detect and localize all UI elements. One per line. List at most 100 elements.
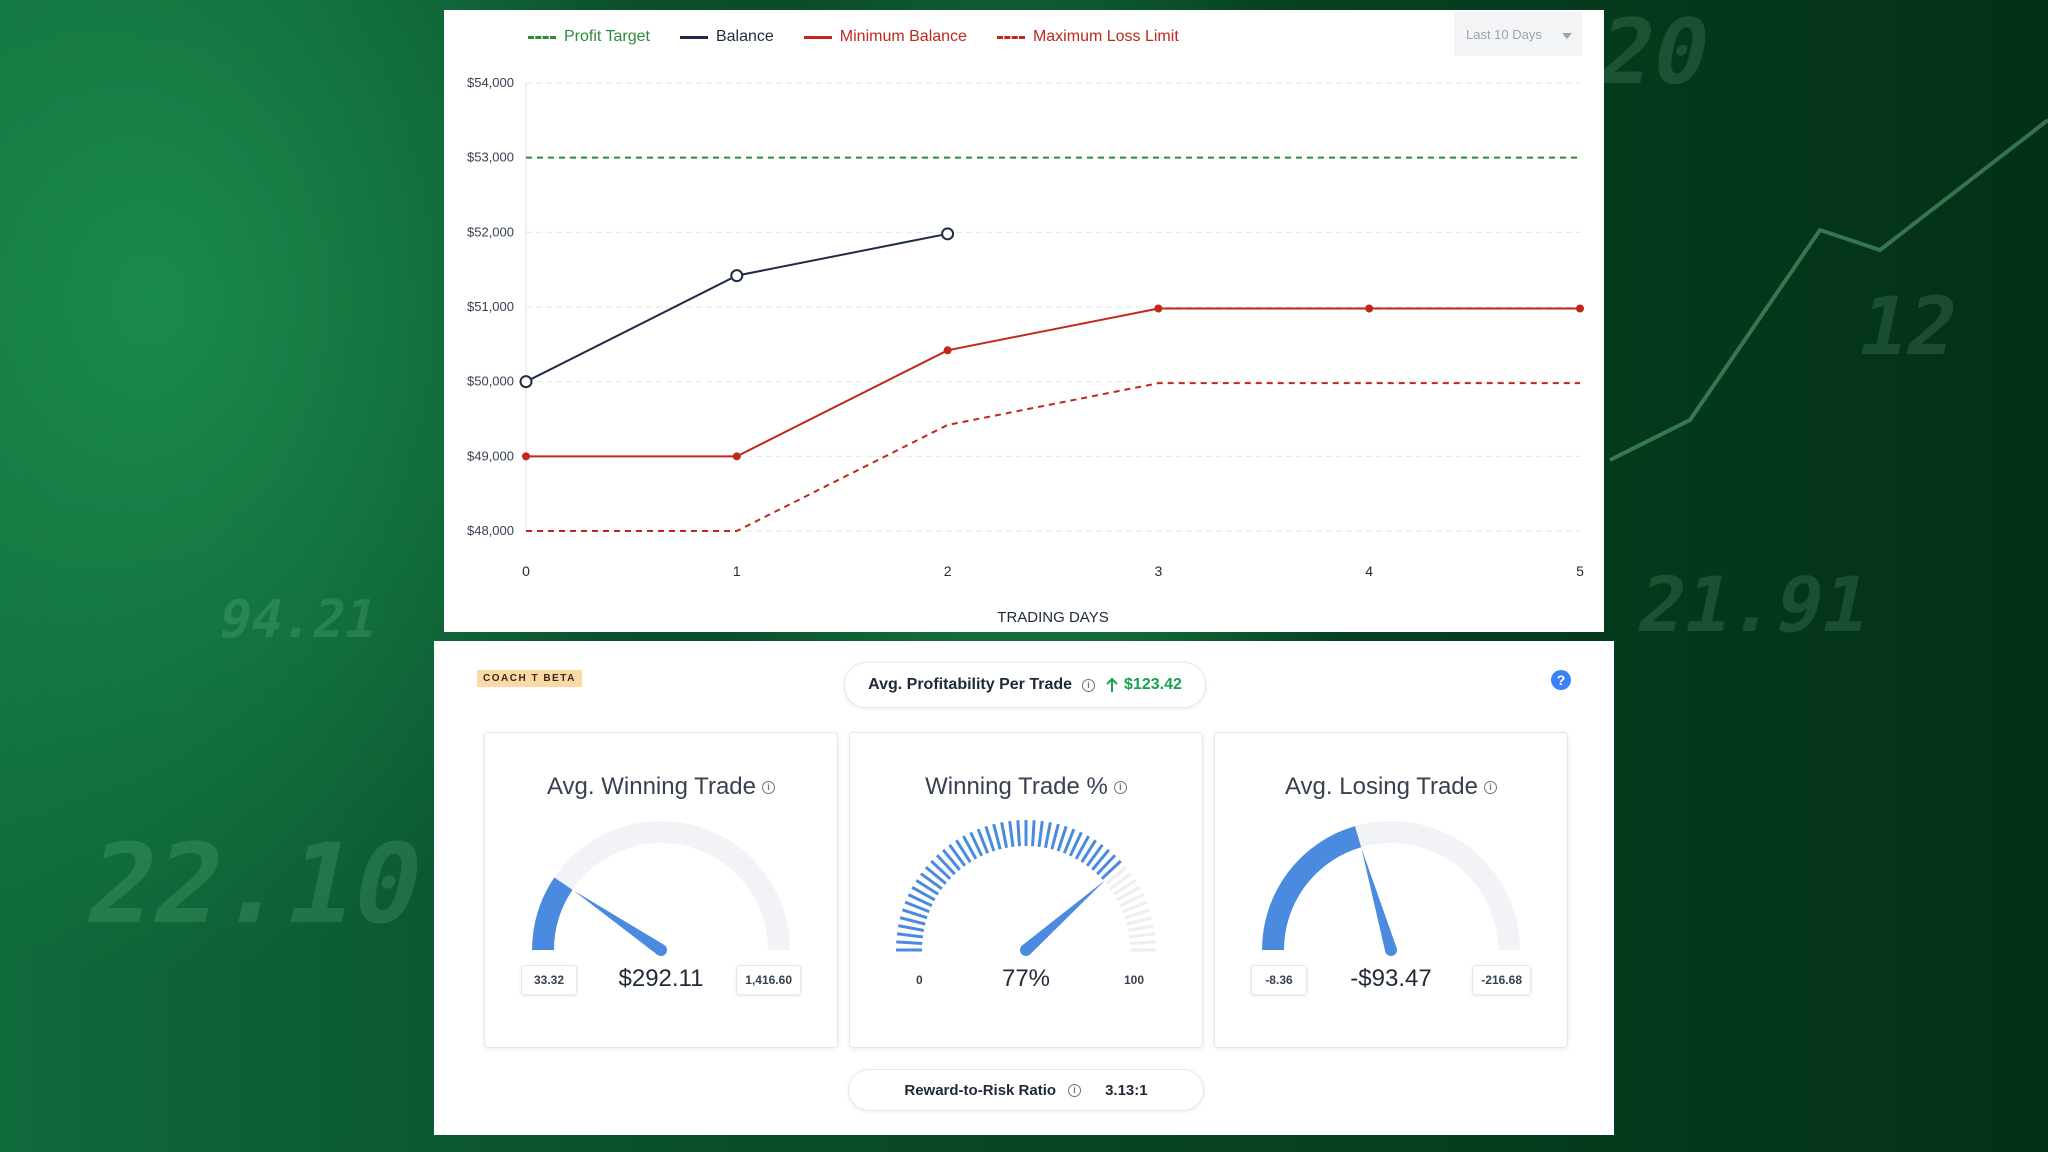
gauge-title: Avg. Losing Trade i — [1215, 773, 1567, 801]
series-line — [526, 382, 1580, 532]
gauge-tick — [899, 916, 926, 926]
gauge-tick — [1126, 916, 1153, 926]
gauge-tick — [1096, 854, 1117, 876]
gauge-tick — [1105, 865, 1128, 885]
info-icon[interactable]: i — [1113, 780, 1127, 794]
gauge-fill — [532, 877, 573, 951]
avg-profitability-pill: Avg. Profitability Per Trade i $123.42 — [844, 662, 1206, 708]
x-tick-label: 1 — [733, 563, 741, 579]
gauge-dial — [1262, 821, 1520, 956]
gauge-tick — [969, 831, 984, 857]
gauge-tick — [1074, 835, 1090, 860]
gauge-value: $292.11 — [618, 965, 704, 992]
gauge-tick — [1119, 893, 1145, 908]
gauge-tick — [896, 940, 923, 945]
bg-number: 22.10 — [76, 820, 435, 948]
date-range-value: Last 10 Days — [1466, 26, 1542, 42]
y-tick-label: $54,000 — [467, 75, 514, 90]
gauge-tick — [935, 854, 956, 876]
info-icon[interactable]: i — [1068, 1083, 1082, 1097]
legend-swatch — [528, 35, 556, 39]
y-tick-label: $50,000 — [467, 374, 514, 389]
legend-label: Profit Target — [564, 28, 650, 45]
bg-number: 94.21 — [213, 590, 383, 650]
gauge-value: 77% — [1001, 965, 1051, 992]
gauge-tick — [1044, 822, 1052, 849]
gauge-tick — [976, 828, 990, 854]
legend-item-minimum-balance[interactable]: Minimum Balance — [803, 28, 967, 46]
gauge-tick — [901, 908, 928, 920]
x-tick-label: 3 — [1155, 563, 1163, 579]
gauge-tick — [1085, 843, 1104, 867]
data-point — [1576, 304, 1584, 313]
legend-item-balance[interactable]: Balance — [679, 28, 774, 46]
gauge-tick — [1000, 822, 1008, 849]
gauge-tick — [941, 848, 961, 871]
series-line — [525, 232, 948, 383]
gauge-tick — [1113, 879, 1137, 896]
gauge-fill — [1262, 826, 1362, 951]
gauge-card-avg-losing-trade: Avg. Losing Trade i -8.36 -$93.47 -216.6… — [1214, 732, 1568, 1048]
data-point — [943, 346, 952, 355]
data-point — [1154, 304, 1163, 313]
gauge-max-label: 100 — [1123, 973, 1144, 987]
gauge-title-text: Avg. Winning Trade — [546, 773, 756, 800]
legend-label: Maximum Loss Limit — [1032, 28, 1179, 45]
gauge-tick — [907, 893, 933, 908]
date-range-select[interactable]: Last 10 Days — [1454, 12, 1582, 56]
gauge-dial — [532, 821, 790, 956]
info-icon[interactable]: i — [1082, 678, 1096, 692]
gauge-needle — [573, 890, 665, 955]
gauge-needle — [1361, 848, 1397, 952]
gauge-max-chip: -216.68 — [1472, 965, 1531, 995]
gauge-tick — [904, 900, 930, 914]
gauge-tick — [898, 924, 925, 932]
gauge-tick — [1127, 924, 1154, 932]
gauge-tick — [1056, 825, 1068, 852]
info-icon[interactable]: i — [1484, 780, 1498, 794]
gauge-tick — [948, 843, 967, 867]
x-axis-title: TRADING DAYS — [997, 609, 1108, 626]
gauge-min-chip: -8.36 — [1251, 965, 1307, 995]
reward-risk-pill: Reward-to-Risk Ratio i 3.13:1 — [848, 1069, 1204, 1111]
reward-risk-value: 3.13:1 — [1105, 1081, 1148, 1099]
legend-swatch — [803, 35, 832, 39]
reward-risk-label: Reward-to-Risk Ratio — [904, 1081, 1057, 1099]
legend-item-profit-target[interactable]: Profit Target — [528, 28, 650, 46]
legend-swatch — [996, 35, 1025, 39]
gauge-tick — [911, 886, 936, 902]
data-point — [519, 375, 533, 389]
gauge-needle-hub — [1020, 944, 1032, 956]
gauge-min-label: 0 — [916, 973, 923, 987]
legend-swatch — [679, 35, 708, 39]
gauge-tick — [1091, 848, 1111, 871]
gauge-title: Winning Trade % i — [850, 773, 1202, 801]
gauge-title: Avg. Winning Trade i — [485, 773, 837, 801]
data-point — [1365, 304, 1374, 313]
legend-item-maximum-loss-limit[interactable]: Maximum Loss Limit — [996, 28, 1179, 46]
help-icon[interactable]: ? — [1551, 670, 1571, 690]
gauge-min-chip: 33.32 — [521, 965, 577, 995]
gauge-tick — [1122, 900, 1148, 914]
data-point — [732, 452, 741, 461]
x-tick-label: 0 — [522, 563, 530, 579]
gauge-track — [532, 821, 790, 951]
gauge-tick — [962, 835, 978, 860]
coach-beta-badge: COACH T BETA — [477, 670, 582, 687]
gauge-tick — [919, 872, 943, 891]
y-tick-label: $53,000 — [467, 150, 514, 165]
gauge-tick — [1062, 828, 1076, 854]
gauge-tick — [992, 823, 1002, 850]
x-tick-label: 5 — [1576, 563, 1584, 579]
data-point — [730, 269, 744, 283]
x-tick-label: 4 — [1365, 563, 1373, 579]
legend-label: Minimum Balance — [839, 28, 967, 45]
series-line — [526, 307, 1580, 458]
gauge-tick — [984, 825, 996, 852]
y-tick-label: $49,000 — [467, 448, 514, 463]
legend-label: Balance — [715, 28, 774, 45]
info-icon[interactable]: i — [762, 780, 775, 794]
bg-number: 20 — [1588, 0, 1720, 105]
balance-chart: $54,000 $53,000 $52,000 $51,000 $50,000 $49,0… — [467, 75, 1584, 626]
arrow-up-icon — [1106, 677, 1118, 692]
